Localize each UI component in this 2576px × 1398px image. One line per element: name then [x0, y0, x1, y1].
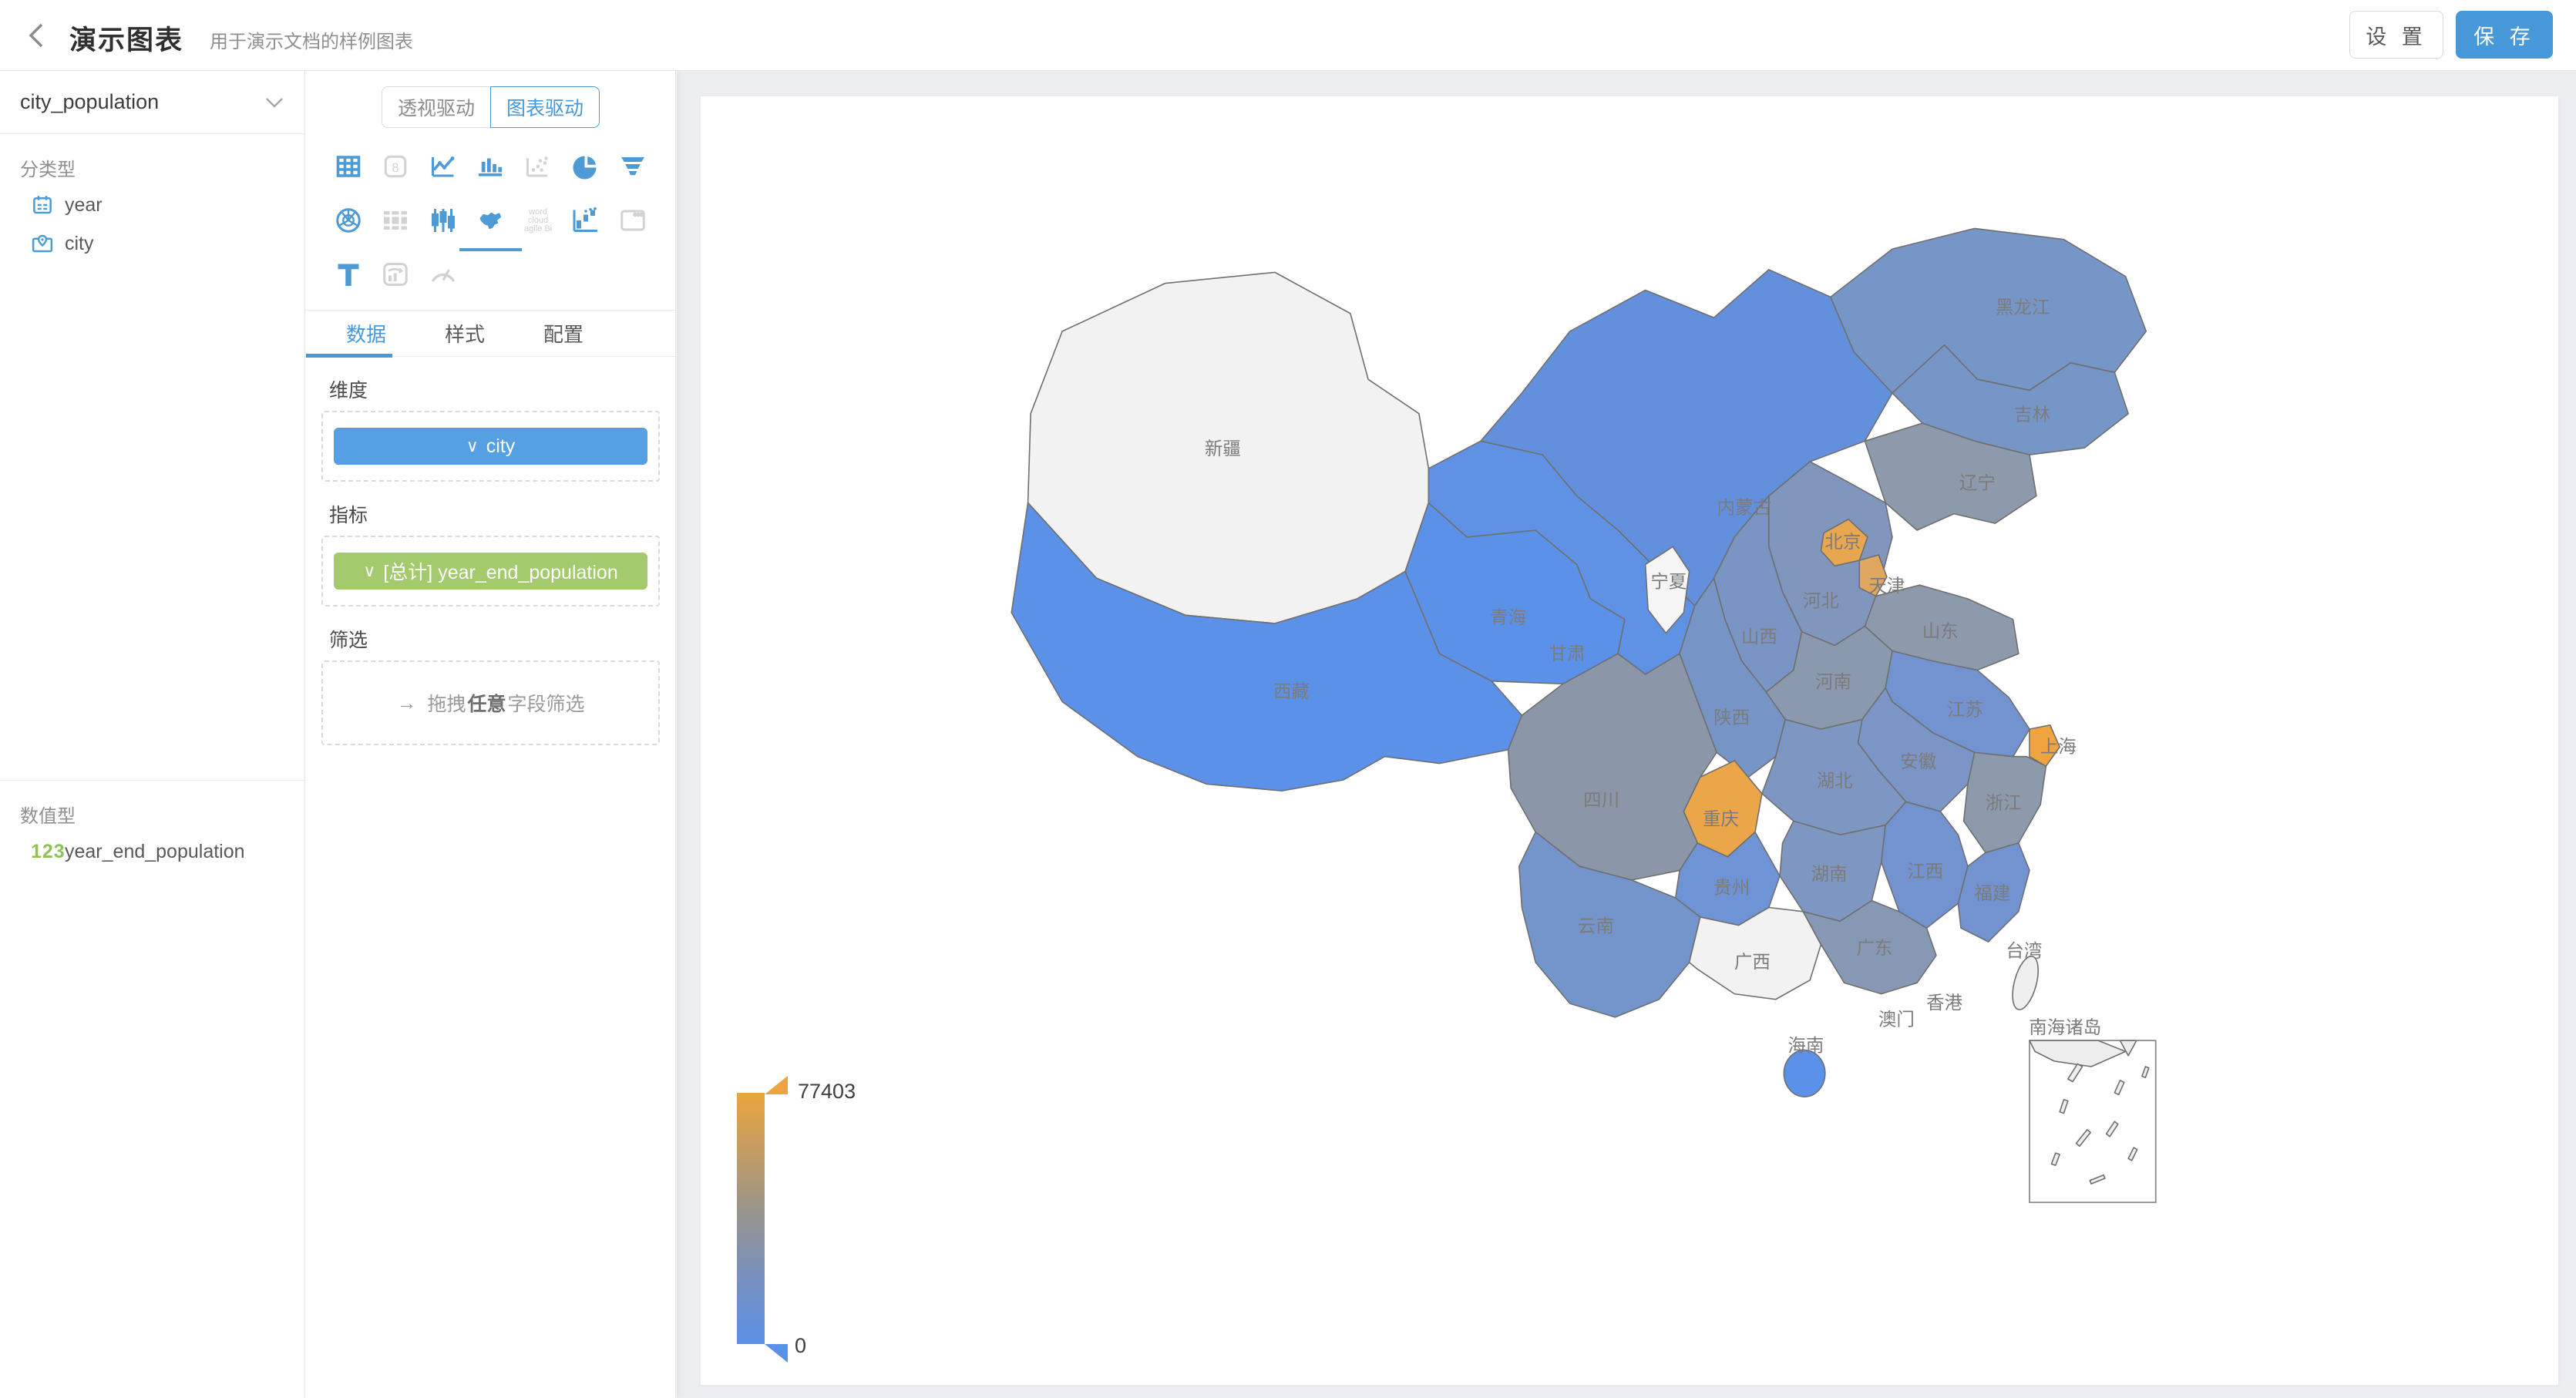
chevron-down-icon	[266, 97, 283, 108]
dimension-label: 维度	[329, 380, 368, 402]
filter-hint: 拖拽	[427, 694, 466, 715]
map-label: 澳门	[1878, 1010, 1915, 1030]
province-guangdong[interactable]	[1802, 899, 1937, 995]
svg-text:8: 8	[392, 161, 399, 175]
chevron-down-icon: ∨	[363, 561, 376, 580]
numeric-123-icon: 123	[31, 840, 66, 862]
map-label: 香港	[1926, 993, 1962, 1013]
filter-hint: 字段筛选	[507, 694, 585, 715]
chevron-down-icon: ∨	[466, 436, 479, 455]
chart-type-gauge-icon[interactable]	[419, 251, 467, 297]
chart-config-panel: 透视驱动 图表驱动 8	[306, 71, 676, 1398]
dataset-name: city_population	[20, 90, 160, 113]
tab-style[interactable]: 样式	[445, 323, 486, 346]
field-year[interactable]: year	[0, 186, 304, 224]
chart-type-word-cloud-icon[interactable]: word cloud agile Bi	[524, 207, 553, 234]
filter-dropzone[interactable]: → 拖拽 任意 字段筛选	[321, 660, 660, 745]
filter-label: 筛选	[329, 630, 368, 651]
china-choropleth-map: 新疆 西藏 青海 甘肃 内蒙古 宁夏 黑龙江 吉林 辽宁 北京 天津 河北 山西…	[1011, 227, 2157, 1204]
province-shanghai[interactable]	[2029, 724, 2060, 767]
legend-gradient-bar[interactable]	[737, 1093, 765, 1344]
tab-data[interactable]: 数据	[346, 323, 387, 346]
chart-type-radar-icon[interactable]	[325, 197, 372, 244]
chart-type-funnel-icon[interactable]	[609, 143, 657, 190]
arrow-right-icon: →	[396, 691, 417, 714]
dimension-chip-city[interactable]: ∨ city	[334, 428, 647, 465]
chart-type-line-icon[interactable]	[419, 143, 467, 190]
legend-min-handle-icon[interactable]	[765, 1344, 788, 1363]
legend-max-value: 77403	[798, 1080, 856, 1103]
panel-tabs: 数据 样式 配置	[306, 311, 675, 358]
province-taiwan[interactable]	[2008, 953, 2043, 1012]
chart-type-pie-icon[interactable]	[562, 143, 610, 190]
chart-canvas: 新疆 西藏 青海 甘肃 内蒙古 宁夏 黑龙江 吉林 辽宁 北京 天津 河北 山西…	[701, 96, 2558, 1385]
province-hainan[interactable]	[1783, 1049, 1826, 1097]
location-icon	[31, 232, 65, 255]
numeric-section: 数值型 123 year_end_population	[0, 780, 304, 871]
metric-chip-label: [总计] year_end_population	[383, 562, 618, 583]
dimension-dropzone[interactable]: ∨ city	[321, 411, 660, 482]
category-section-title: 分类型	[20, 160, 76, 180]
dimension-chip-label: city	[486, 435, 516, 457]
chart-type-table-icon[interactable]	[325, 143, 372, 190]
field-city[interactable]: city	[0, 224, 304, 263]
save-button[interactable]: 保 存	[2456, 11, 2553, 59]
chart-type-number-card-icon[interactable]: 8	[372, 143, 420, 190]
province-chongqing[interactable]	[1683, 760, 1763, 858]
mode-pivot-driven[interactable]: 透视驱动	[381, 86, 490, 128]
chart-type-candlestick-icon[interactable]	[419, 197, 467, 244]
field-name: year	[65, 193, 103, 216]
active-tab-underline	[306, 354, 392, 358]
legend-min-value: 0	[795, 1334, 807, 1357]
province-fujian[interactable]	[1957, 842, 2030, 943]
chart-canvas-area: 新疆 西藏 青海 甘肃 内蒙古 宁夏 黑龙江 吉林 辽宁 北京 天津 河北 山西…	[677, 71, 2576, 1398]
calendar-icon	[31, 193, 65, 217]
numeric-section-title: 数值型	[20, 806, 76, 827]
tab-config[interactable]: 配置	[543, 323, 584, 346]
mode-chart-driven[interactable]: 图表驱动	[490, 86, 600, 128]
chart-type-bar-icon[interactable]	[467, 143, 515, 190]
province-tianjin[interactable]	[1858, 554, 1888, 597]
filter-hint-bold: 任意	[467, 694, 506, 715]
metric-chip-population[interactable]: ∨ [总计] year_end_population	[334, 553, 647, 590]
province-liaoning[interactable]	[1864, 422, 2037, 531]
field-name: city	[65, 232, 94, 254]
chart-type-waterfall-icon[interactable]	[562, 197, 610, 244]
metric-label: 指标	[329, 505, 368, 526]
province-zhejiang[interactable]	[1962, 751, 2047, 854]
chart-type-combo-chart-icon[interactable]	[372, 251, 420, 297]
page-title: 演示图表	[69, 25, 184, 55]
dataset-select[interactable]: city_population	[0, 71, 304, 134]
province-guangxi[interactable]	[1688, 906, 1822, 1000]
field-name: year_end_population	[65, 840, 245, 862]
mode-toggle: 透视驱动 图表驱动	[306, 86, 675, 128]
chart-type-text-icon[interactable]	[325, 251, 372, 297]
map-label: 南海诸岛	[2029, 1017, 2101, 1037]
chart-type-scatter-icon[interactable]	[514, 143, 562, 190]
chart-type-pivot-table-icon[interactable]	[372, 197, 420, 244]
dataset-sidebar: city_population 分类型 year	[0, 71, 305, 1398]
province-heilongjiang[interactable]	[1830, 227, 2147, 394]
chart-type-grid: 8	[306, 128, 675, 311]
south-china-sea-inset	[2029, 1040, 2157, 1204]
chart-type-iframe-icon[interactable]	[609, 197, 657, 244]
metric-dropzone[interactable]: ∨ [总计] year_end_population	[321, 536, 660, 607]
page-subtitle: 用于演示文档的样例图表	[210, 32, 413, 52]
map-label: 台湾	[2006, 941, 2042, 961]
legend-max-handle-icon[interactable]	[765, 1076, 788, 1094]
province-yunnan[interactable]	[1518, 831, 1701, 1018]
chart-type-china-map-icon[interactable]	[459, 197, 522, 251]
province-ningxia[interactable]	[1644, 546, 1690, 634]
field-year-end-population[interactable]: 123 year_end_population	[0, 832, 304, 871]
settings-button[interactable]: 设 置	[2349, 11, 2443, 59]
back-icon[interactable]	[22, 20, 52, 51]
header: 演示图表 用于演示文档的样例图表 设 置 保 存	[0, 0, 2576, 71]
